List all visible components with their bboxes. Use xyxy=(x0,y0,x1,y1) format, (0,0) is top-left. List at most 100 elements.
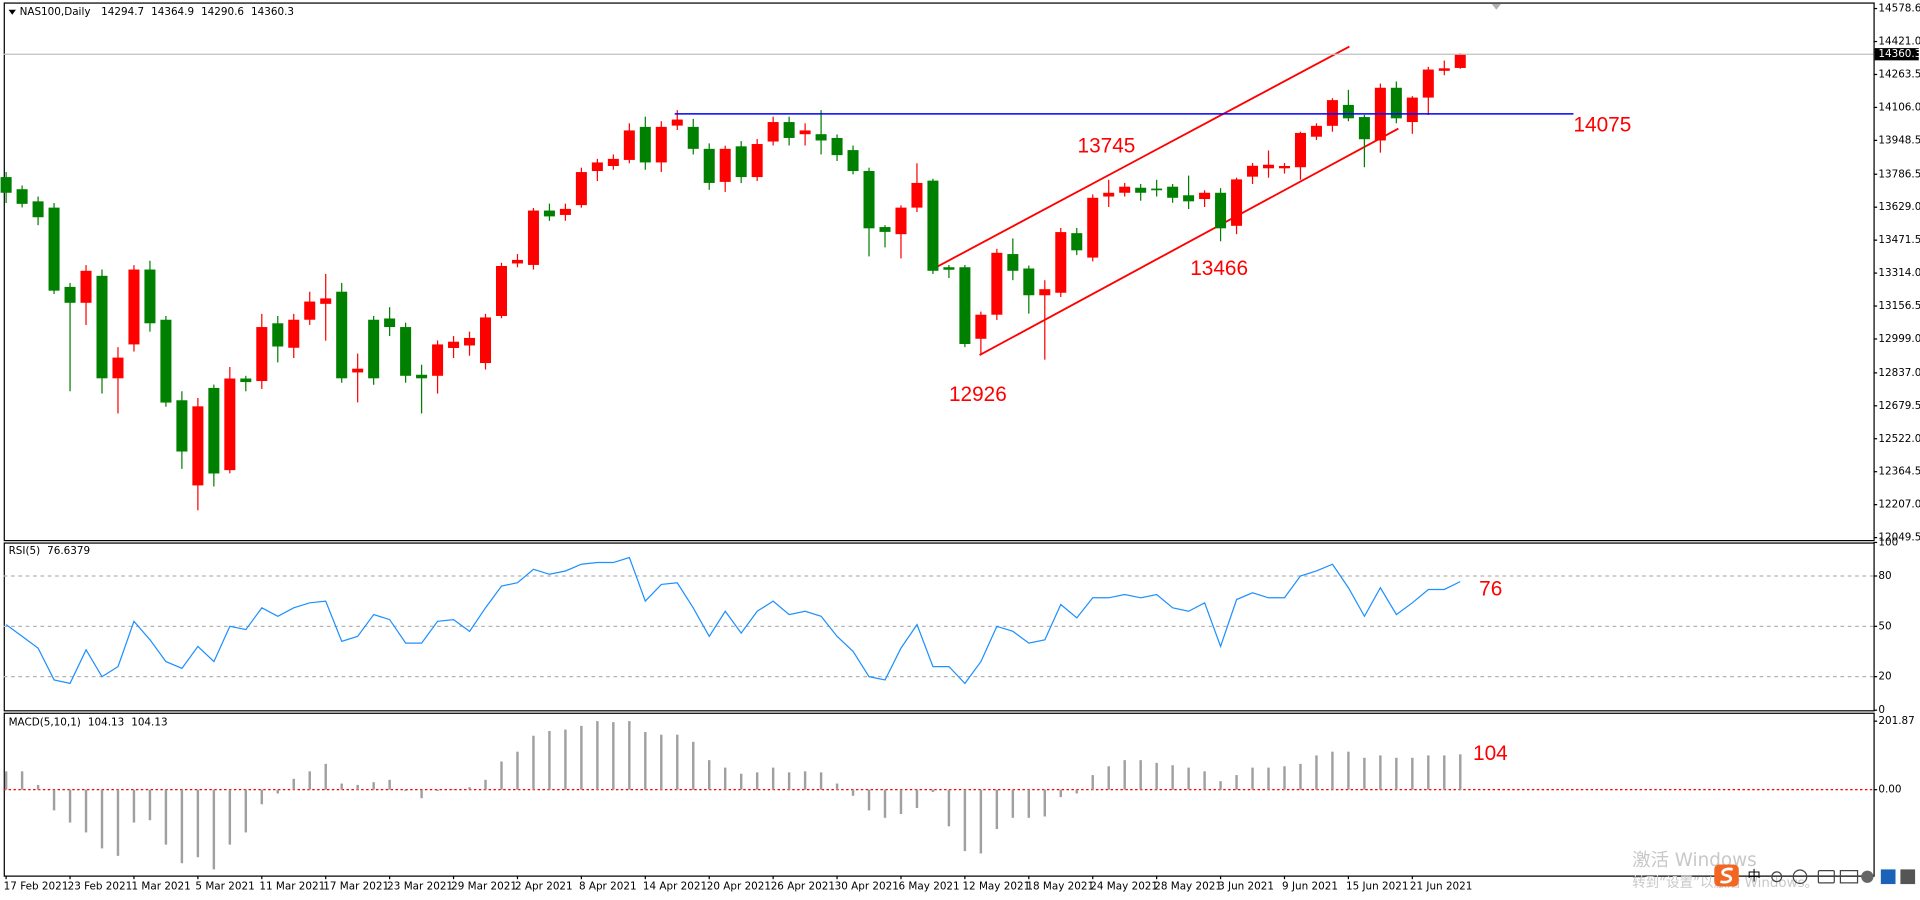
candle-body xyxy=(1151,188,1163,191)
y-tick-label: 12679.5 xyxy=(1878,400,1920,412)
candle-body xyxy=(511,259,523,264)
candle-body xyxy=(1087,197,1099,258)
x-tick-label: 2 Apr 2021 xyxy=(515,881,573,893)
candle-body xyxy=(112,357,124,379)
candle-body xyxy=(208,387,220,474)
annotation: 13745 xyxy=(1078,134,1136,157)
x-tick-label: 1 Mar 2021 xyxy=(132,881,191,893)
current-price-box xyxy=(1874,48,1919,61)
candle-body xyxy=(80,270,92,303)
candle-body xyxy=(799,130,811,135)
y-tick-label: 100 xyxy=(1878,536,1898,548)
candle-body xyxy=(591,162,603,172)
candle-body xyxy=(703,148,715,183)
tray-icon[interactable] xyxy=(1792,869,1808,885)
candle-body xyxy=(272,323,284,347)
current-price-label: 14360.3 xyxy=(1878,48,1920,60)
x-tick-label: 23 Feb 2021 xyxy=(68,881,133,893)
candle-body xyxy=(368,319,380,379)
ime-mode[interactable]: 中 xyxy=(1747,869,1760,885)
x-tick-label: 23 Mar 2021 xyxy=(387,881,453,893)
candle-body xyxy=(224,378,236,471)
candle-body xyxy=(575,172,587,206)
y-tick-label: 14421.0 xyxy=(1878,36,1920,48)
y-tick-label: 20 xyxy=(1878,671,1891,683)
candle-body xyxy=(1278,165,1290,169)
candle-body xyxy=(1326,100,1338,126)
candle-body xyxy=(480,317,492,364)
candle-body xyxy=(304,301,316,320)
y-tick-label: 12837.0 xyxy=(1878,367,1920,379)
candle-body xyxy=(863,171,875,229)
candle-body xyxy=(655,126,667,163)
macd-header: MACD(5,10,1) 104.13 104.13 xyxy=(9,716,168,728)
candle-body xyxy=(432,344,444,376)
last-low: 14290.6 xyxy=(201,6,244,18)
channel-upper xyxy=(936,45,1350,268)
candle-body xyxy=(64,286,76,303)
candle-body xyxy=(943,267,955,270)
y-tick-label: 0 xyxy=(1878,704,1885,716)
y-tick-label: 12522.0 xyxy=(1878,433,1920,445)
candle-body xyxy=(336,291,348,379)
candle-body xyxy=(1342,104,1354,119)
tray-icon[interactable] xyxy=(1817,870,1835,884)
annotation: 14075 xyxy=(1573,114,1631,137)
candle-body xyxy=(1358,117,1370,140)
y-tick-label: 13786.5 xyxy=(1878,168,1920,180)
candle-body xyxy=(1071,233,1083,251)
x-tick-label: 30 Apr 2021 xyxy=(835,881,899,893)
price-header: NAS100,Daily 14294.7 14364.9 14290.6 143… xyxy=(20,6,294,18)
candle-body xyxy=(1183,195,1195,202)
y-tick-label: 12049.5 xyxy=(1878,532,1920,544)
candle-body xyxy=(1247,165,1259,177)
x-tick-label: 26 Apr 2021 xyxy=(771,881,835,893)
x-tick-label: 11 Mar 2021 xyxy=(259,881,325,893)
candle-body xyxy=(607,158,619,166)
candle-body xyxy=(1422,69,1434,98)
x-tick-label: 24 May 2021 xyxy=(1090,881,1158,893)
candle-body xyxy=(783,122,795,138)
x-tick-label: 3 Jun 2021 xyxy=(1218,881,1274,893)
annotation: 76 xyxy=(1479,578,1502,601)
candle-body xyxy=(1055,232,1067,293)
tray-icon[interactable] xyxy=(1861,870,1874,883)
x-tick-label: 8 Apr 2021 xyxy=(579,881,637,893)
y-tick-label: 0.00 xyxy=(1878,784,1901,796)
candle-body xyxy=(416,374,428,379)
candle-body xyxy=(128,269,140,345)
candle-body xyxy=(1007,254,1019,271)
y-tick-label: 201.87 xyxy=(1878,715,1914,727)
x-tick-label: 5 Mar 2021 xyxy=(195,881,254,893)
y-tick-label: 14263.5 xyxy=(1878,68,1920,80)
panel-menu-arrow[interactable] xyxy=(8,9,16,15)
tray-icon[interactable] xyxy=(1771,871,1783,883)
price-panel xyxy=(3,2,1875,542)
candle-body xyxy=(991,252,1003,315)
candle-body xyxy=(464,337,476,346)
candle-body xyxy=(735,146,747,178)
candle-body xyxy=(1103,192,1115,197)
x-tick-label: 20 Apr 2021 xyxy=(707,881,771,893)
candle-body xyxy=(495,265,507,316)
candle-body xyxy=(384,318,396,328)
tray-icon[interactable] xyxy=(1880,869,1896,885)
annotation: 12926 xyxy=(949,383,1007,406)
tray-icon[interactable] xyxy=(1900,869,1916,885)
y-tick-label: 13471.5 xyxy=(1878,234,1920,246)
macd-panel xyxy=(3,712,1875,877)
candle-body xyxy=(1438,68,1450,71)
candle-body xyxy=(288,319,300,348)
candle-body xyxy=(527,210,539,265)
rsi-name: RSI(5) xyxy=(9,545,41,557)
candle-body xyxy=(192,406,204,486)
candle-body xyxy=(96,275,108,379)
annotation: 104 xyxy=(1473,742,1508,765)
candle-body xyxy=(160,319,172,403)
y-tick-label: 12364.5 xyxy=(1878,466,1920,478)
tray-icon[interactable] xyxy=(1839,870,1859,884)
y-tick-label: 12207.0 xyxy=(1878,499,1920,511)
candle-body xyxy=(1231,179,1243,226)
